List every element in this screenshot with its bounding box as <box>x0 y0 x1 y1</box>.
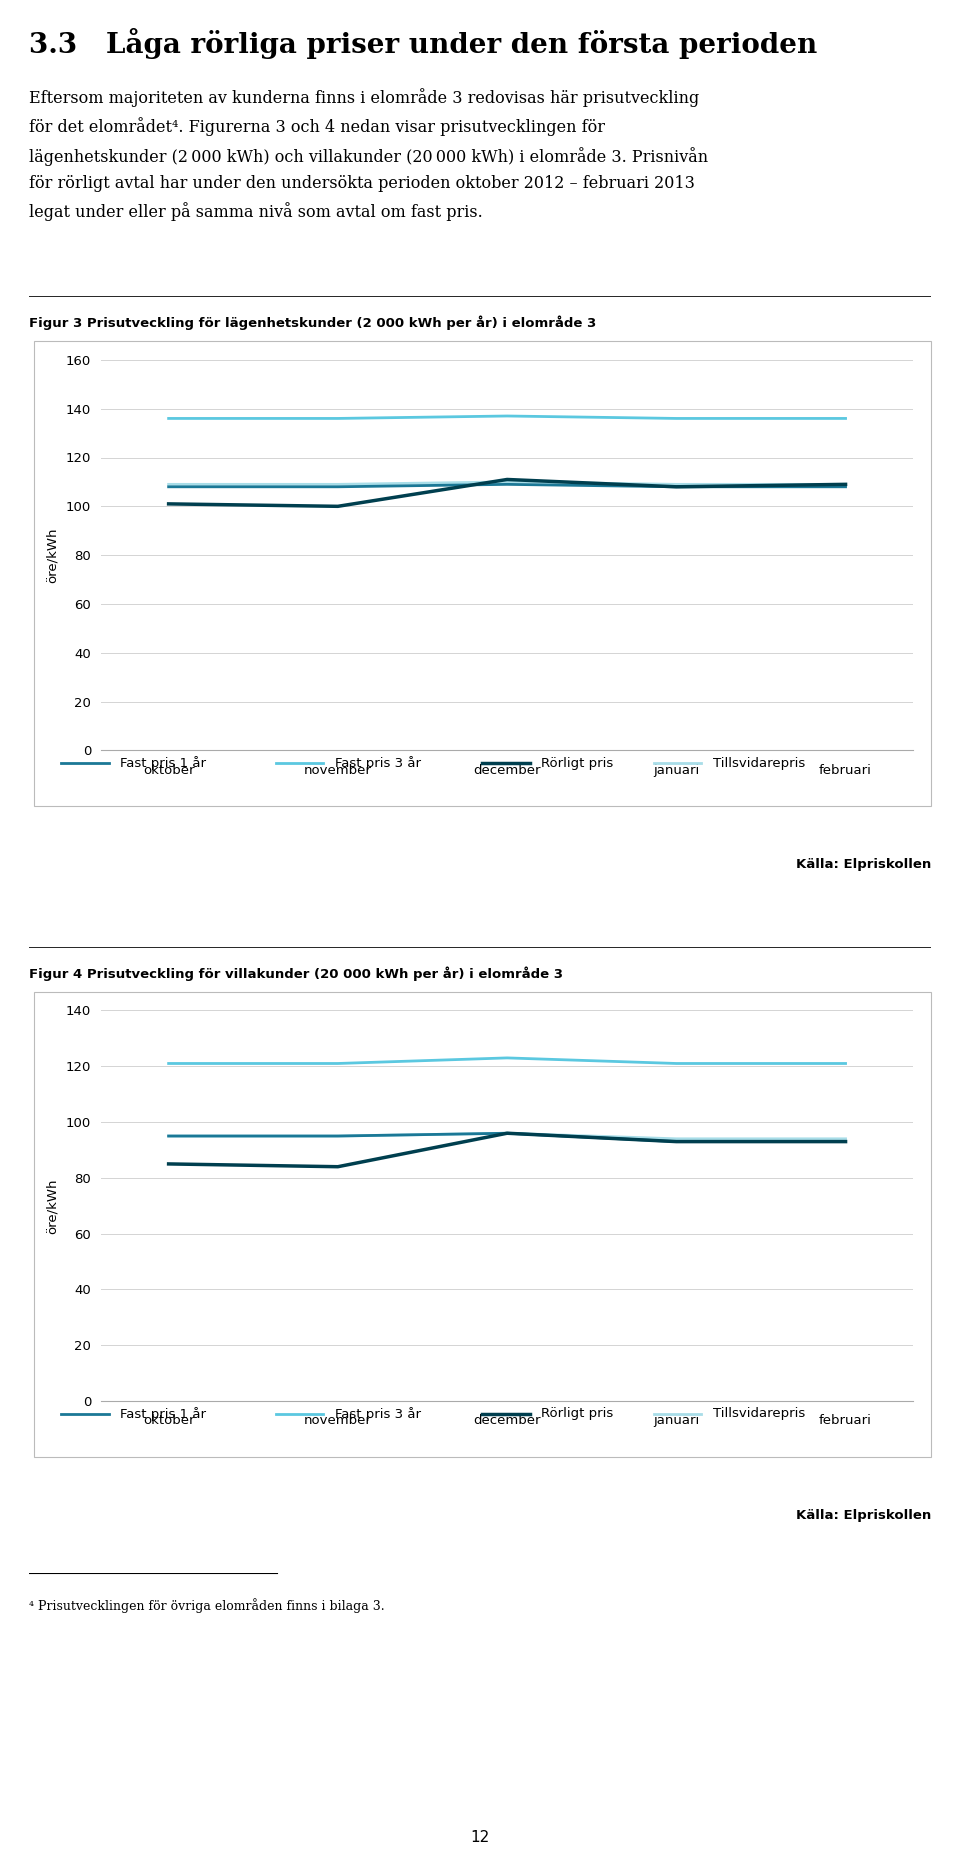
Y-axis label: öre/kWh: öre/kWh <box>46 527 59 583</box>
Text: Källa: Elpriskollen: Källa: Elpriskollen <box>796 1509 931 1521</box>
Text: ⁴ Prisutvecklingen för övriga elområden finns i bilaga 3.: ⁴ Prisutvecklingen för övriga elområden … <box>29 1599 384 1612</box>
Text: Tillsvidarepris: Tillsvidarepris <box>712 758 804 769</box>
Text: 12: 12 <box>470 1830 490 1845</box>
Text: Rörligt pris: Rörligt pris <box>540 758 613 769</box>
Text: Eftersom majoriteten av kunderna finns i elområde 3 redovisas här prisutveckling: Eftersom majoriteten av kunderna finns i… <box>29 88 708 221</box>
Y-axis label: öre/kWh: öre/kWh <box>46 1178 59 1234</box>
FancyBboxPatch shape <box>34 341 931 806</box>
Text: 3.3   Låga rörliga priser under den första perioden: 3.3 Låga rörliga priser under den första… <box>29 28 817 58</box>
Text: Figur 3 Prisutveckling för lägenhetskunder (2 000 kWh per år) i elområde 3: Figur 3 Prisutveckling för lägenhetskund… <box>29 315 596 330</box>
Text: Fast pris 3 år: Fast pris 3 år <box>335 756 420 771</box>
Text: Fast pris 3 år: Fast pris 3 år <box>335 1406 420 1421</box>
Text: Fast pris 1 år: Fast pris 1 år <box>120 756 205 771</box>
Text: Figur 4 Prisutveckling för villakunder (20 000 kWh per år) i elområde 3: Figur 4 Prisutveckling för villakunder (… <box>29 966 563 981</box>
FancyBboxPatch shape <box>34 992 931 1457</box>
Text: Fast pris 1 år: Fast pris 1 år <box>120 1406 205 1421</box>
Text: Källa: Elpriskollen: Källa: Elpriskollen <box>796 859 931 870</box>
Text: Rörligt pris: Rörligt pris <box>540 1408 613 1419</box>
Text: Tillsvidarepris: Tillsvidarepris <box>712 1408 804 1419</box>
